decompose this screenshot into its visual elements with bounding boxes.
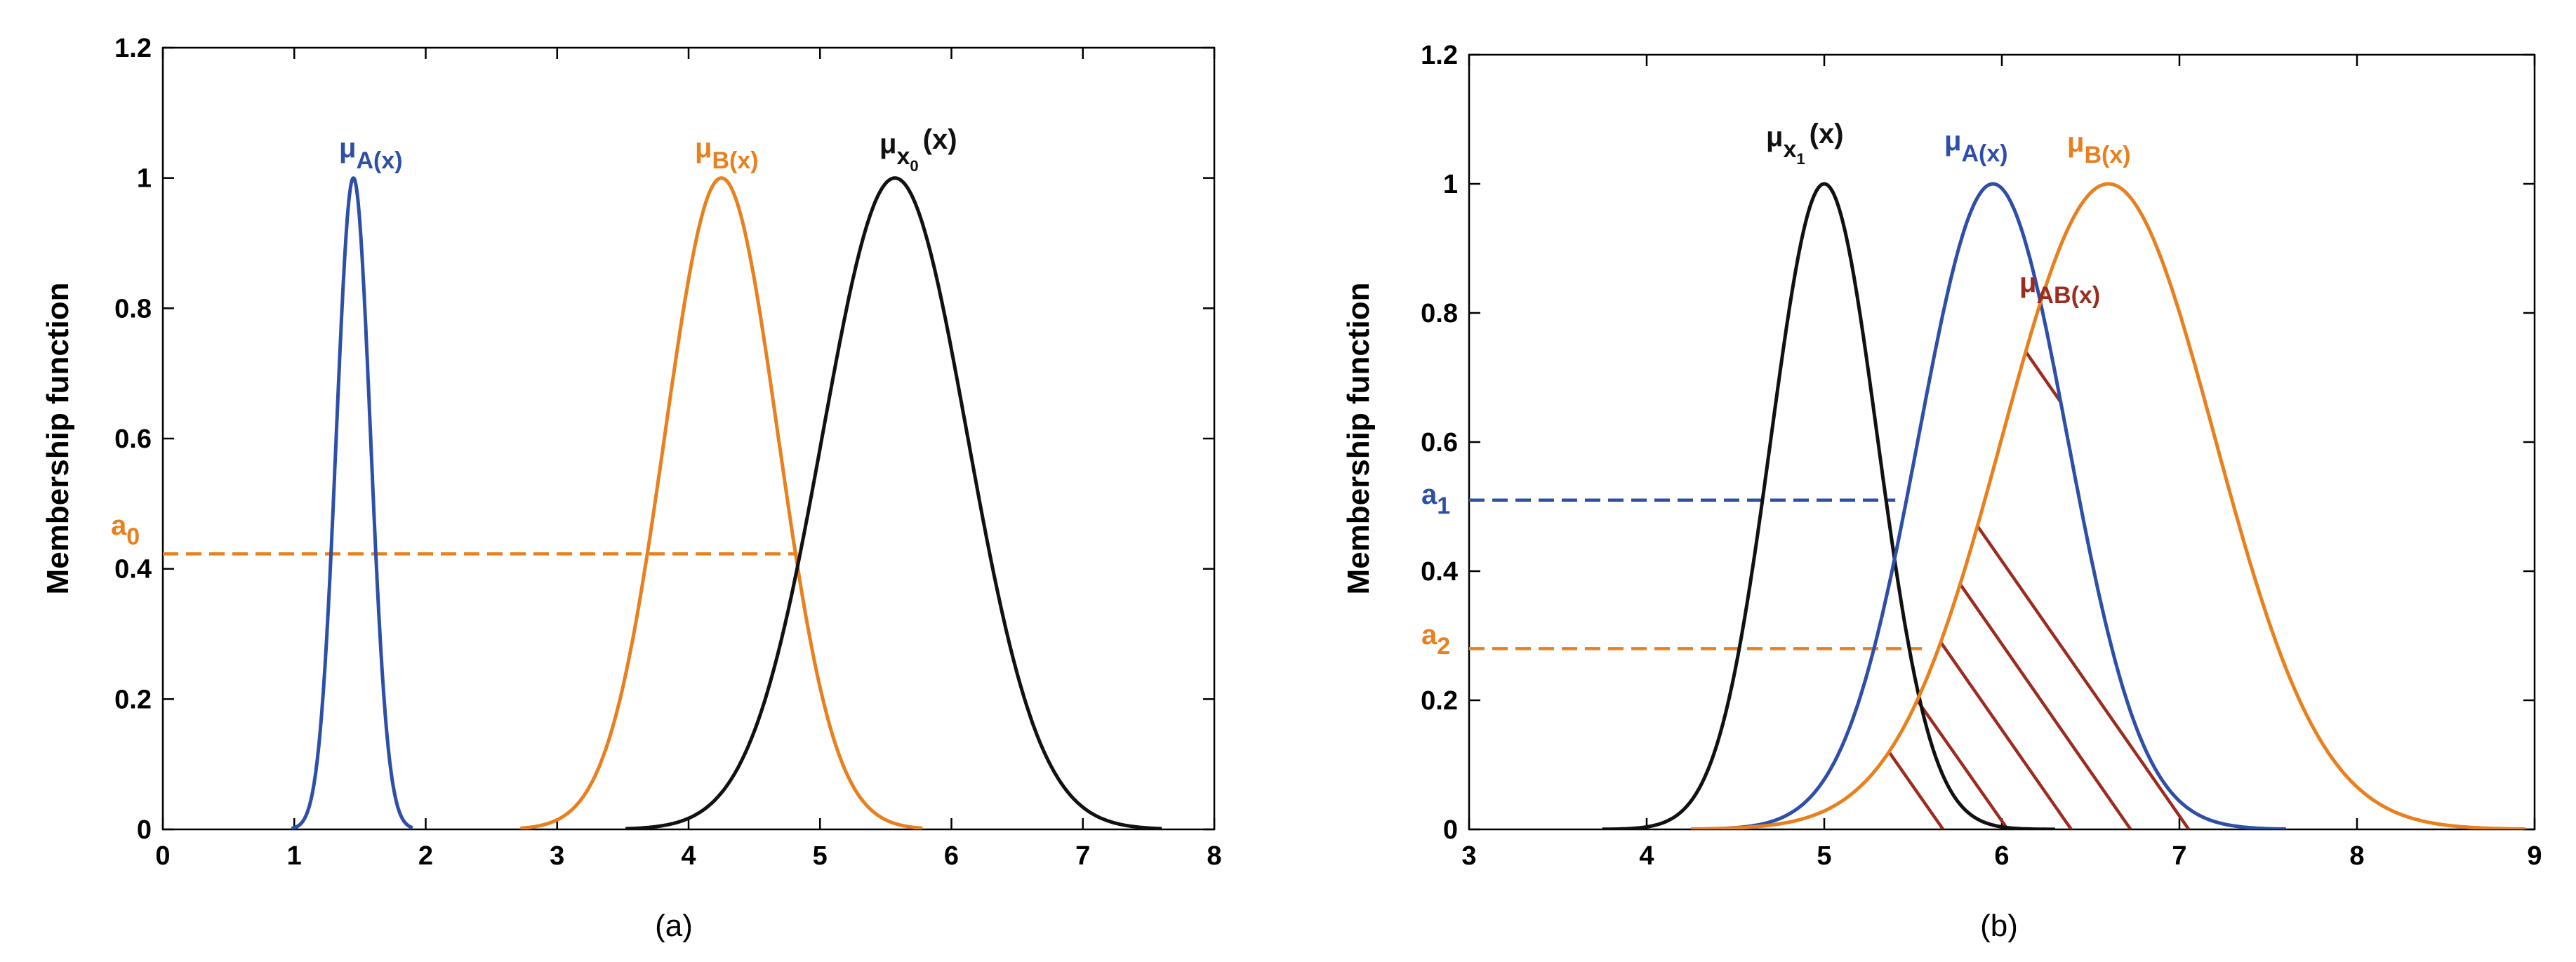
series-line-1: [519, 176, 923, 829]
y-tick-label: 1: [1443, 170, 1458, 199]
x-tick-label: 0: [155, 841, 170, 871]
caption-b: (b): [1980, 909, 2018, 943]
y-tick-label: 1: [137, 164, 152, 194]
label-mux1-b: μx1(x): [1766, 119, 1844, 168]
x-tick-label: 2: [418, 841, 433, 871]
plot-lines-a: [163, 176, 1162, 829]
axis-ticks-a: 0 1 2 3 4 5 6 7 8 0 0.2 0.4 0.6 0.8 1 1.2: [114, 34, 1221, 871]
label-a0: a0: [111, 510, 140, 550]
label-a2: a2: [1421, 620, 1450, 660]
series-line-2: [1691, 182, 2526, 829]
x-tick-label: 3: [1461, 841, 1476, 871]
label-muA-b: μA(x): [1944, 126, 2008, 167]
ylabel-b: Membership function: [1341, 283, 1376, 595]
hatch-line-8: [2024, 350, 2063, 404]
y-tick-label: 0: [1443, 815, 1458, 845]
x-tick-label: 8: [2349, 841, 2364, 871]
y-tick-label: 0: [137, 815, 152, 845]
label-muB-a: μB(x): [695, 133, 759, 174]
x-tick-label: 4: [681, 841, 696, 871]
label-mux0-a: μx0(x): [879, 124, 957, 175]
x-tick-label: 7: [2172, 841, 2186, 871]
y-tick-label: 0.2: [1421, 686, 1458, 716]
y-tick-label: 0.2: [114, 685, 152, 714]
x-tick-label: 6: [944, 841, 959, 871]
label-muA-a: μA(x): [339, 133, 403, 174]
series-line-1: [1691, 182, 2286, 829]
panel-b: 3 4 5 6 7 8 9 0 0.2 0.4 0.6 0.8 1 1.2 Membership func…: [1341, 41, 2542, 943]
x-tick-label: 8: [1207, 841, 1221, 871]
x-tick-label: 4: [1639, 841, 1654, 871]
x-tick-label: 1: [287, 841, 302, 871]
axis-ticks-b: 3 4 5 6 7 8 9 0 0.2 0.4 0.6 0.8 1 1.2: [1421, 41, 2542, 871]
hatch-line-2: [1916, 699, 2010, 829]
label-muAB-b: μAB(x): [2019, 267, 2100, 309]
overlap-hatch-b: [1887, 350, 2191, 829]
panel-a: 0 1 2 3 4 5 6 7 8 0 0.2 0.4 0.6 0.8 1 1.2 Membership fu…: [41, 34, 1222, 943]
y-tick-label: 0.6: [1421, 428, 1458, 457]
hatch-line-4: [1958, 583, 2132, 829]
y-tick-label: 1.2: [1421, 41, 1458, 70]
caption-a: (a): [655, 909, 693, 943]
hatch-line-5: [1976, 525, 2191, 829]
y-tick-label: 0.4: [114, 555, 152, 584]
y-tick-label: 0.8: [1421, 299, 1458, 328]
x-tick-label: 5: [813, 841, 828, 871]
label-a1: a1: [1421, 479, 1450, 519]
y-tick-label: 0.8: [114, 294, 152, 323]
label-muB-b: μB(x): [2067, 127, 2131, 168]
hatch-line-1: [1887, 751, 1945, 829]
series-line-2: [625, 176, 1162, 829]
ylabel-a: Membership function: [41, 283, 75, 595]
x-tick-label: 3: [550, 841, 564, 871]
x-tick-label: 7: [1075, 841, 1090, 871]
plot-lines-b: [1469, 182, 2526, 829]
y-tick-label: 1.2: [114, 34, 152, 63]
x-tick-label: 6: [1994, 841, 2009, 871]
series-line-0: [290, 176, 414, 829]
x-tick-label: 5: [1817, 841, 1831, 871]
y-tick-label: 0.6: [114, 425, 152, 454]
x-tick-label: 9: [2527, 841, 2542, 871]
hatch-line-3: [1939, 641, 2073, 829]
y-tick-label: 0.4: [1421, 557, 1458, 587]
series-line-0: [1602, 182, 2056, 829]
